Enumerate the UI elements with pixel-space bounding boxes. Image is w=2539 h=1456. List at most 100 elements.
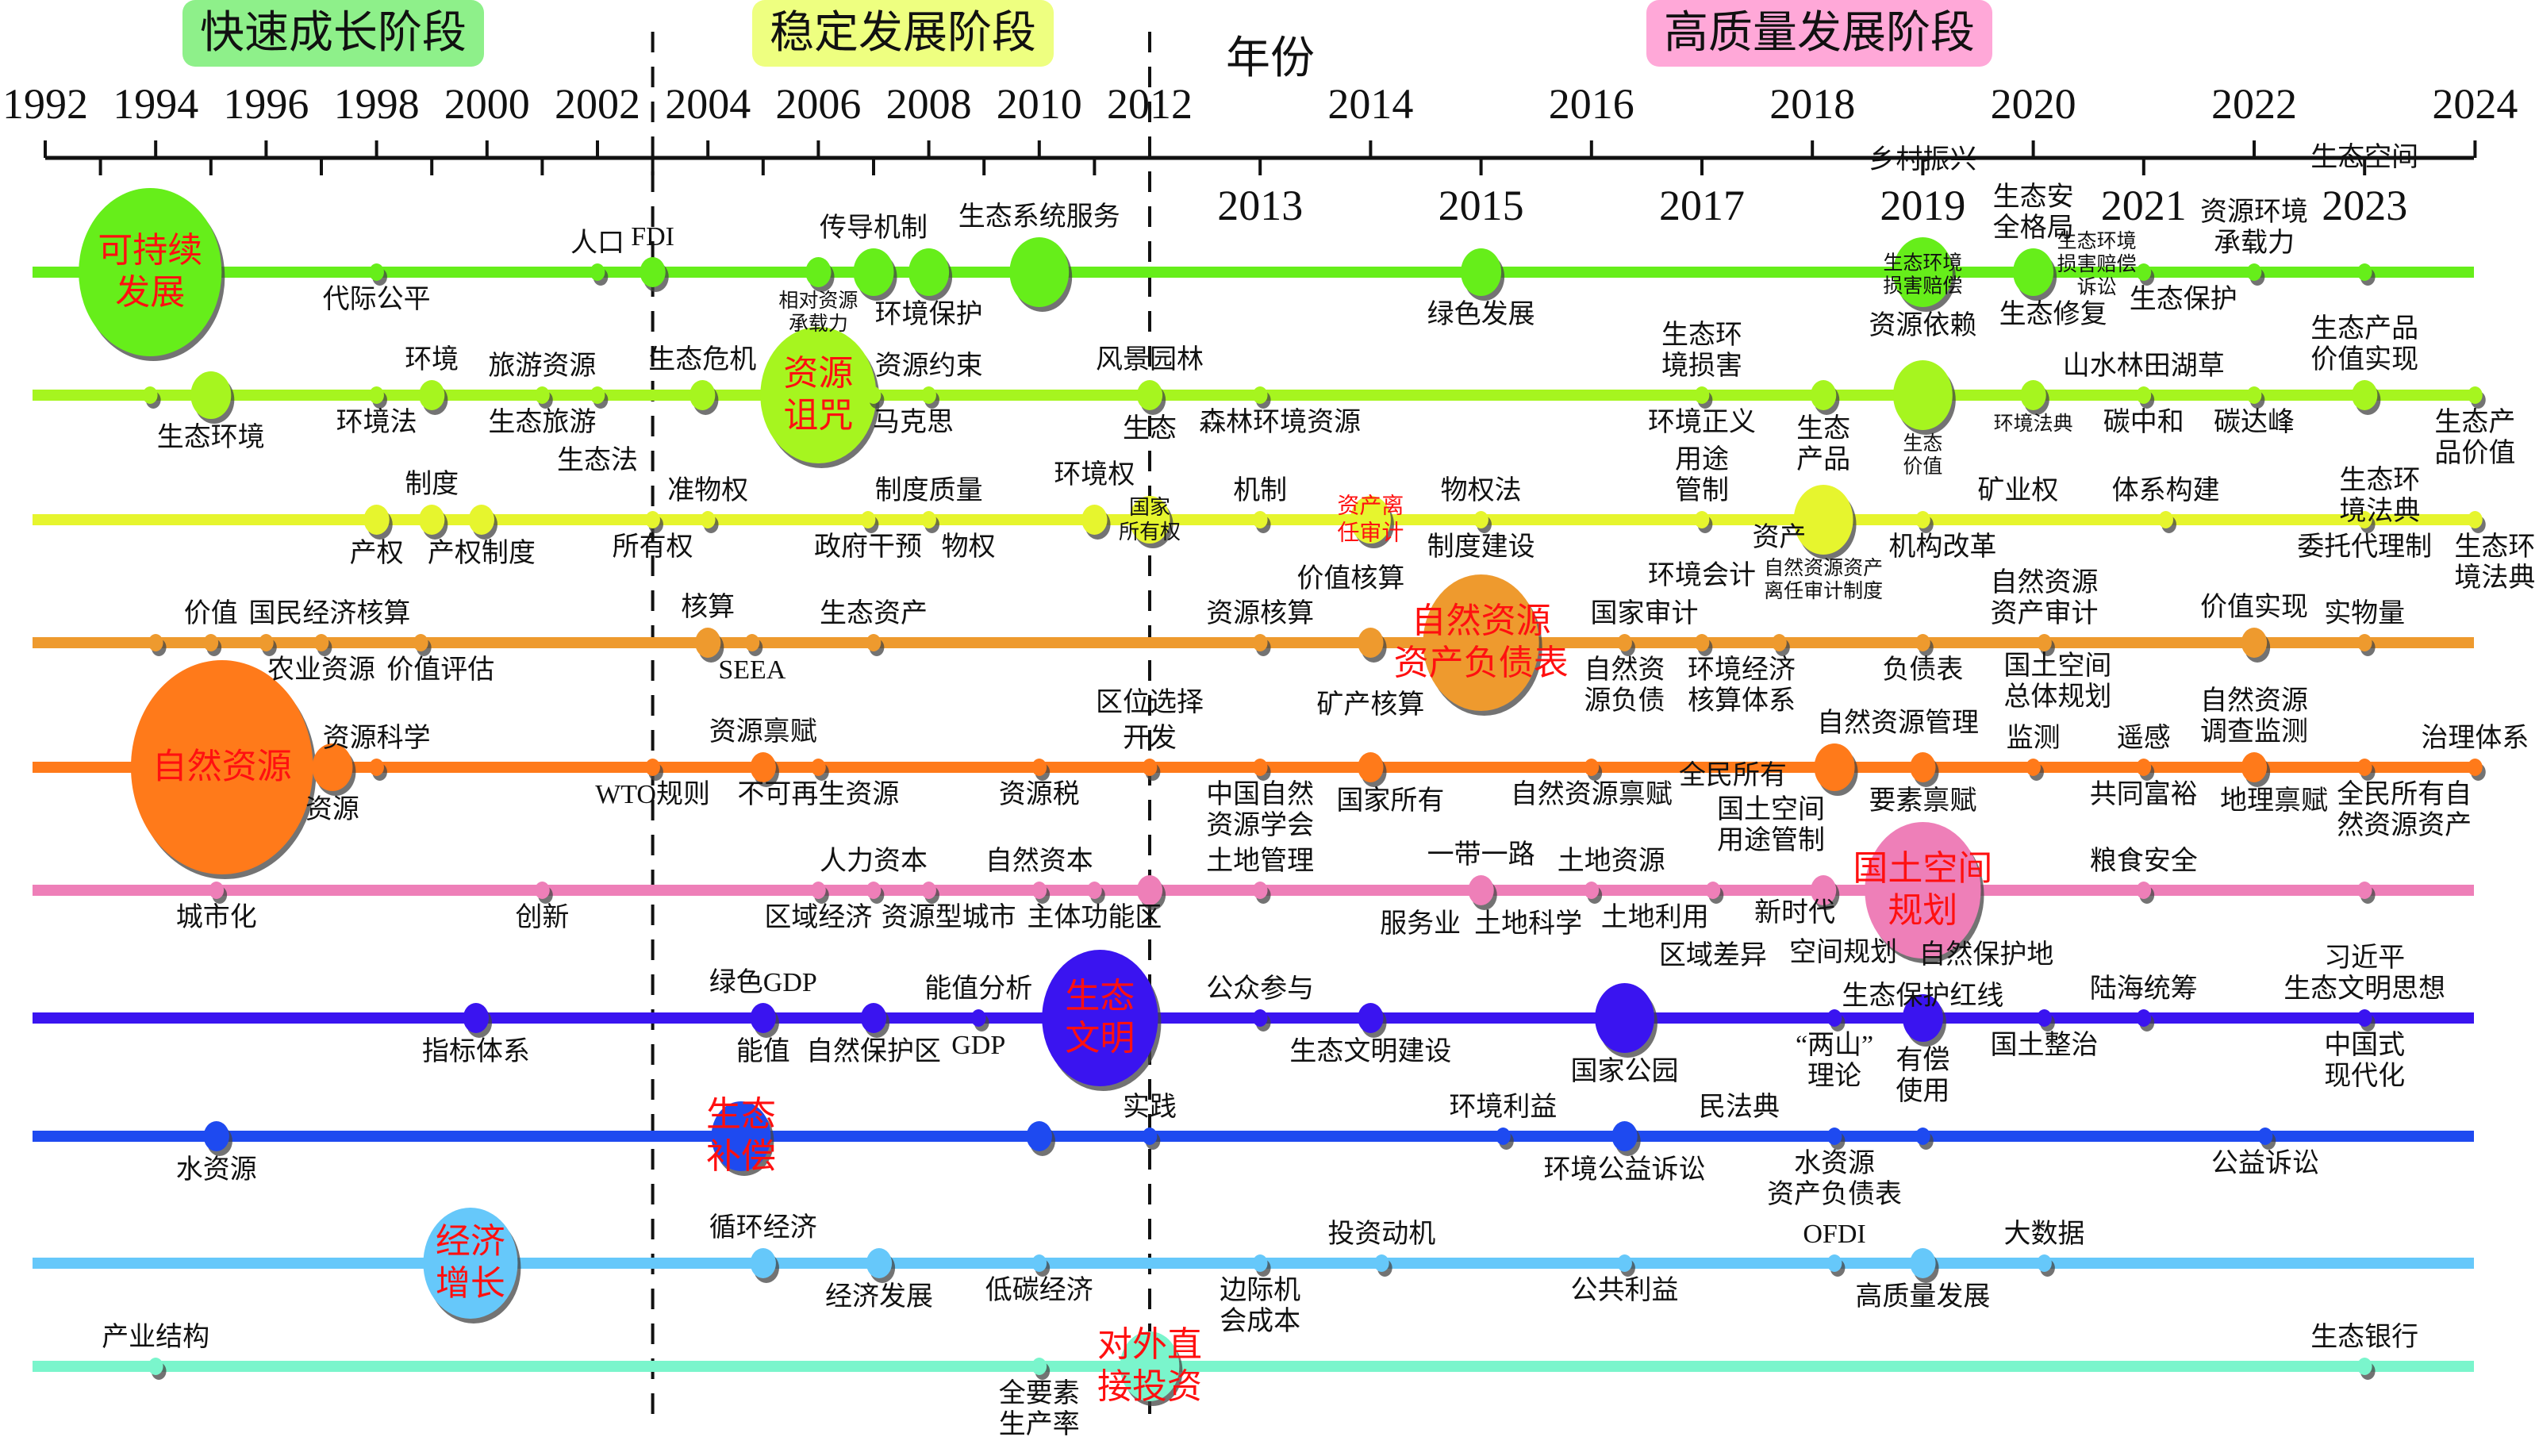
keyword-node — [2357, 511, 2372, 528]
keyword-label: 生态 — [1123, 414, 1177, 444]
keyword-node — [2357, 634, 2372, 651]
keyword-node — [1810, 875, 1837, 905]
keyword-node — [2013, 248, 2054, 296]
keyword-label: 制度质量 — [874, 475, 983, 505]
keyword-node — [2241, 752, 2268, 782]
keyword-node — [1081, 505, 1108, 535]
keyword-node — [908, 248, 950, 296]
keyword-node — [750, 752, 776, 782]
keyword-label: 生态安 全格局 — [1992, 182, 2074, 243]
keyword-node — [1694, 511, 1710, 528]
keyword-label: 有偿 使用 — [1896, 1046, 1950, 1107]
keyword-label: 物权法 — [1440, 475, 1522, 505]
keyword-label: 能值 — [736, 1037, 790, 1066]
keyword-label: 土地利用 — [1600, 903, 1709, 932]
keyword-node — [590, 386, 605, 404]
keyword-label: 水资源 — [175, 1155, 257, 1185]
keyword-label: 资源型城市 — [881, 903, 1016, 932]
axis-year-label: 2015 — [1438, 182, 1524, 229]
keyword-node — [148, 634, 163, 651]
keyword-node-label: 国土空间 规划 — [1853, 849, 1993, 930]
keyword-label: 自然资源资产 离任审计制度 — [1764, 558, 1884, 602]
keyword-label: 投资动机 — [1327, 1219, 1436, 1249]
keyword-node — [2257, 1128, 2273, 1145]
keyword-label: 自然保护地 — [1919, 939, 2054, 970]
keyword-label: 国土空间 总体规划 — [2003, 651, 2112, 712]
keyword-node — [1915, 511, 1930, 528]
keyword-node — [1584, 882, 1600, 899]
axis-year-label: 2017 — [1659, 182, 1745, 229]
keyword-label: 价值核算 — [1296, 563, 1405, 594]
keyword-node — [2158, 511, 2173, 528]
keyword-node — [1358, 1003, 1384, 1033]
keyword-node — [2246, 386, 2262, 404]
keyword-node — [419, 380, 445, 410]
keyword-node — [1031, 1254, 1047, 1272]
keyword-node — [921, 882, 936, 899]
keyword-node — [1496, 1128, 1511, 1145]
keyword-node — [1826, 1254, 1842, 1272]
keyword-label: 区域经济 — [764, 903, 873, 932]
keyword-label: 机构改革 — [1888, 532, 1997, 562]
keyword-node — [921, 511, 936, 528]
keyword-node — [363, 505, 390, 535]
keyword-node — [1129, 496, 1170, 544]
keyword-label: 生态产品 价值实现 — [2310, 313, 2419, 375]
keyword-node — [2136, 759, 2152, 776]
keyword-label: 实践 — [1123, 1092, 1177, 1122]
keyword-node — [190, 371, 232, 419]
keyword-label: 生态环境 — [156, 423, 265, 452]
keyword-label: 自然资 源负债 — [1584, 655, 1665, 716]
keyword-node — [689, 380, 716, 410]
keyword-node-label: 经济 增长 — [435, 1222, 505, 1303]
keyword-node — [640, 257, 666, 287]
keyword-node — [1042, 950, 1158, 1086]
keyword-label: 习近平 生态文明思想 — [2284, 943, 2446, 1004]
axis-year-label: 2019 — [1880, 182, 1966, 229]
keyword-node — [2357, 1009, 2372, 1027]
keyword-node — [2246, 263, 2262, 281]
keyword-node — [1252, 882, 1268, 899]
keyword-label: 生态法 — [557, 446, 638, 475]
keyword-node — [1826, 1128, 1842, 1145]
keyword-node — [142, 386, 158, 404]
keyword-node — [866, 1248, 893, 1278]
keyword-label: 土地管理 — [1206, 846, 1315, 876]
keyword-node-label: 可持续 发展 — [98, 231, 203, 312]
keyword-node — [1865, 822, 1981, 959]
keyword-label: 自然资源禀赋 — [1510, 780, 1673, 809]
keyword-label: 粮食安全 — [2089, 846, 2198, 876]
keyword-node-label: 国家 所有权 — [1118, 495, 1181, 544]
keyword-label: 绿色GDP — [709, 967, 817, 997]
stage-high-quality-development: 高质量发展阶段 — [1646, 0, 1992, 67]
keyword-label: 资源禀赋 — [709, 716, 817, 747]
keyword-label: 绿色发展 — [1427, 300, 1535, 329]
axis-year-label: 2012 — [1107, 80, 1193, 128]
keyword-node — [2037, 1254, 2052, 1272]
keyword-node — [203, 634, 219, 651]
keyword-label: 城市化 — [175, 903, 257, 932]
keyword-label: 生态环境 损害赔偿 诉讼 — [2057, 230, 2137, 298]
keyword-node — [811, 759, 826, 776]
keyword-node — [1031, 1358, 1047, 1375]
keyword-label: 准物权 — [667, 475, 749, 505]
keyword-node — [1694, 634, 1710, 651]
axis-year-label: 2022 — [2211, 80, 2297, 128]
keyword-label: 马克思 — [873, 408, 954, 437]
axis-year-label: 2008 — [885, 80, 972, 128]
keyword-node — [1910, 1248, 1936, 1278]
keyword-label: 森林环境资源 — [1199, 408, 1362, 437]
keyword-label: 生态系统服务 — [958, 202, 1120, 232]
keyword-node — [645, 511, 660, 528]
keyword-label: 环境法典 — [1993, 413, 2073, 435]
keyword-node-label: 自然资源 — [152, 747, 292, 786]
keyword-label: 环境经济 核算体系 — [1688, 655, 1796, 716]
axis-year-label: 2013 — [1217, 182, 1304, 229]
keyword-node — [1142, 1128, 1158, 1145]
keyword-node — [2136, 1009, 2152, 1027]
keyword-node — [463, 1003, 490, 1033]
keyword-label: 公共利益 — [1570, 1276, 1679, 1305]
keyword-label: 环境会计 — [1648, 560, 1756, 590]
keyword-node — [2352, 380, 2378, 410]
keyword-node — [805, 257, 832, 287]
